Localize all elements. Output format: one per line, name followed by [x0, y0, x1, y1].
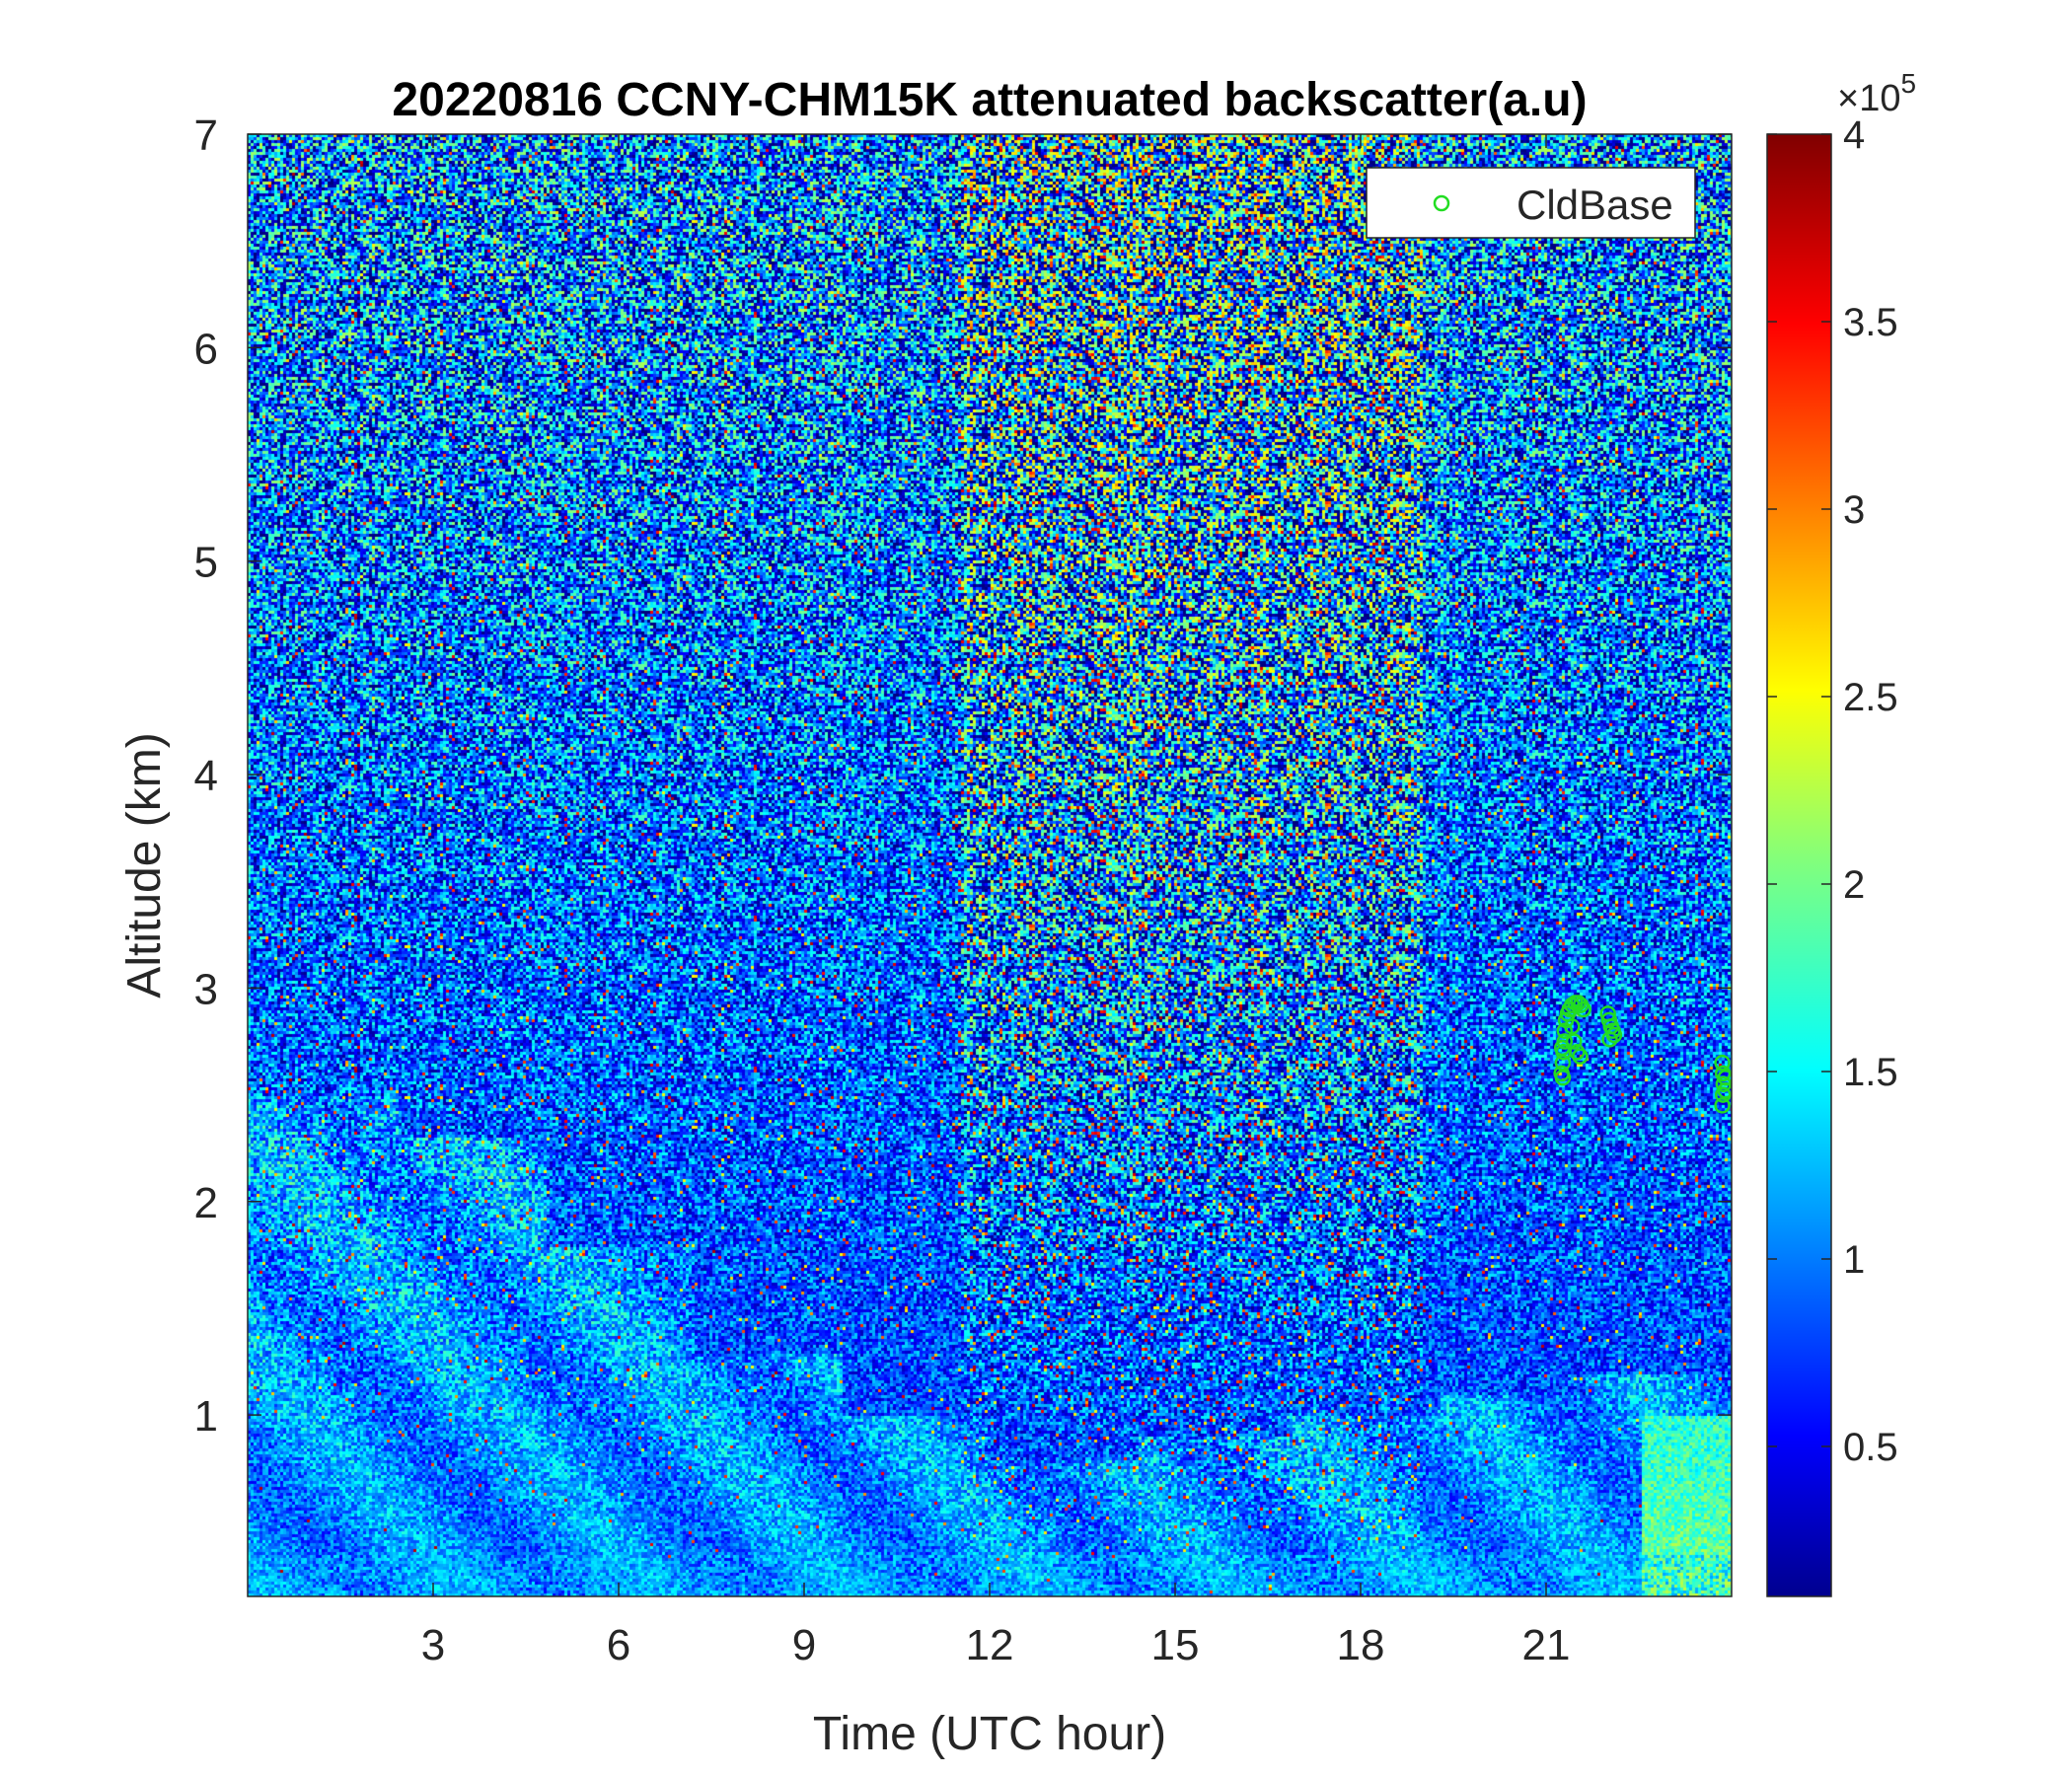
y-tick-label: 1	[194, 1392, 218, 1441]
legend-entry-cldbase: CldBase	[1517, 182, 1673, 228]
colorbar-exponent: ×105	[1837, 68, 1916, 119]
colorbar-tick-label: 0.5	[1843, 1426, 1898, 1469]
cldbase-point	[1554, 1039, 1571, 1057]
cldbase-point	[1572, 1048, 1589, 1065]
y-tick-label: 7	[194, 111, 218, 160]
colorbar-ticks: 0.5 1 1.5 2 2.5 3 3.5 4	[1767, 113, 1898, 1469]
y-tick-label: 6	[194, 325, 218, 373]
heatmap-canvas	[248, 134, 1732, 1596]
cldbase-point	[1564, 1018, 1581, 1035]
cldbase-point	[1717, 1082, 1732, 1099]
heatmap-field	[248, 134, 1732, 1596]
x-axis: 3 6 9 12 15 18 21	[421, 134, 1571, 1669]
colorbar: 0.5 1 1.5 2 2.5 3 3.5 4 ×105	[1766, 68, 1916, 1597]
colorbar-tick-label: 3	[1843, 488, 1865, 532]
y-tick-label: 5	[194, 539, 218, 587]
colorbar-tick-label: 4	[1843, 113, 1865, 157]
y-axis: 1 2 3 4 5 6 7	[194, 111, 1732, 1441]
x-tick-label: 21	[1522, 1621, 1571, 1669]
y-tick-label: 3	[194, 965, 218, 1013]
colorbar-exponent-base: ×10	[1837, 78, 1900, 119]
x-tick-label: 3	[421, 1621, 445, 1669]
colorbar-tick-label: 1	[1843, 1238, 1865, 1282]
cldbase-point	[1554, 1070, 1572, 1086]
colorbar-exponent-power: 5	[1900, 68, 1916, 99]
colorbar-tick-label: 2	[1843, 863, 1865, 907]
cldbase-point	[1601, 1031, 1618, 1048]
legend-box	[1366, 167, 1696, 239]
x-axis-label: Time (UTC hour)	[813, 1708, 1166, 1760]
cldbase-point	[1600, 1011, 1618, 1029]
colorbar-tick-label: 2.5	[1843, 676, 1898, 719]
cldbase-point	[1575, 1000, 1591, 1018]
cldbase-point	[1714, 1054, 1731, 1072]
legend-marker-icon	[1433, 194, 1450, 212]
x-tick-label: 9	[792, 1621, 816, 1669]
x-tick-label: 18	[1337, 1621, 1385, 1669]
legend: CldBase	[1366, 167, 1696, 239]
colorbar-gradient	[1766, 133, 1832, 1597]
x-tick-label: 12	[966, 1621, 1014, 1669]
x-tick-label: 15	[1151, 1621, 1200, 1669]
y-axis-label: Altitude (km)	[118, 732, 171, 998]
cldbase-point	[1605, 1026, 1623, 1044]
chart-title: 20220816 CCNY-CHM15K attenuated backscat…	[392, 74, 1587, 126]
plot-area	[248, 134, 1732, 1596]
cldbase-point	[1715, 1075, 1732, 1093]
cldbase-point	[1714, 1097, 1731, 1114]
x-tick-label: 6	[607, 1621, 630, 1669]
y-tick-label: 4	[194, 752, 218, 800]
colorbar-tick-label: 1.5	[1843, 1051, 1898, 1094]
y-tick-label: 2	[194, 1179, 218, 1227]
colorbar-tick-label: 3.5	[1843, 301, 1898, 344]
cldbase-series	[1553, 995, 1732, 1114]
